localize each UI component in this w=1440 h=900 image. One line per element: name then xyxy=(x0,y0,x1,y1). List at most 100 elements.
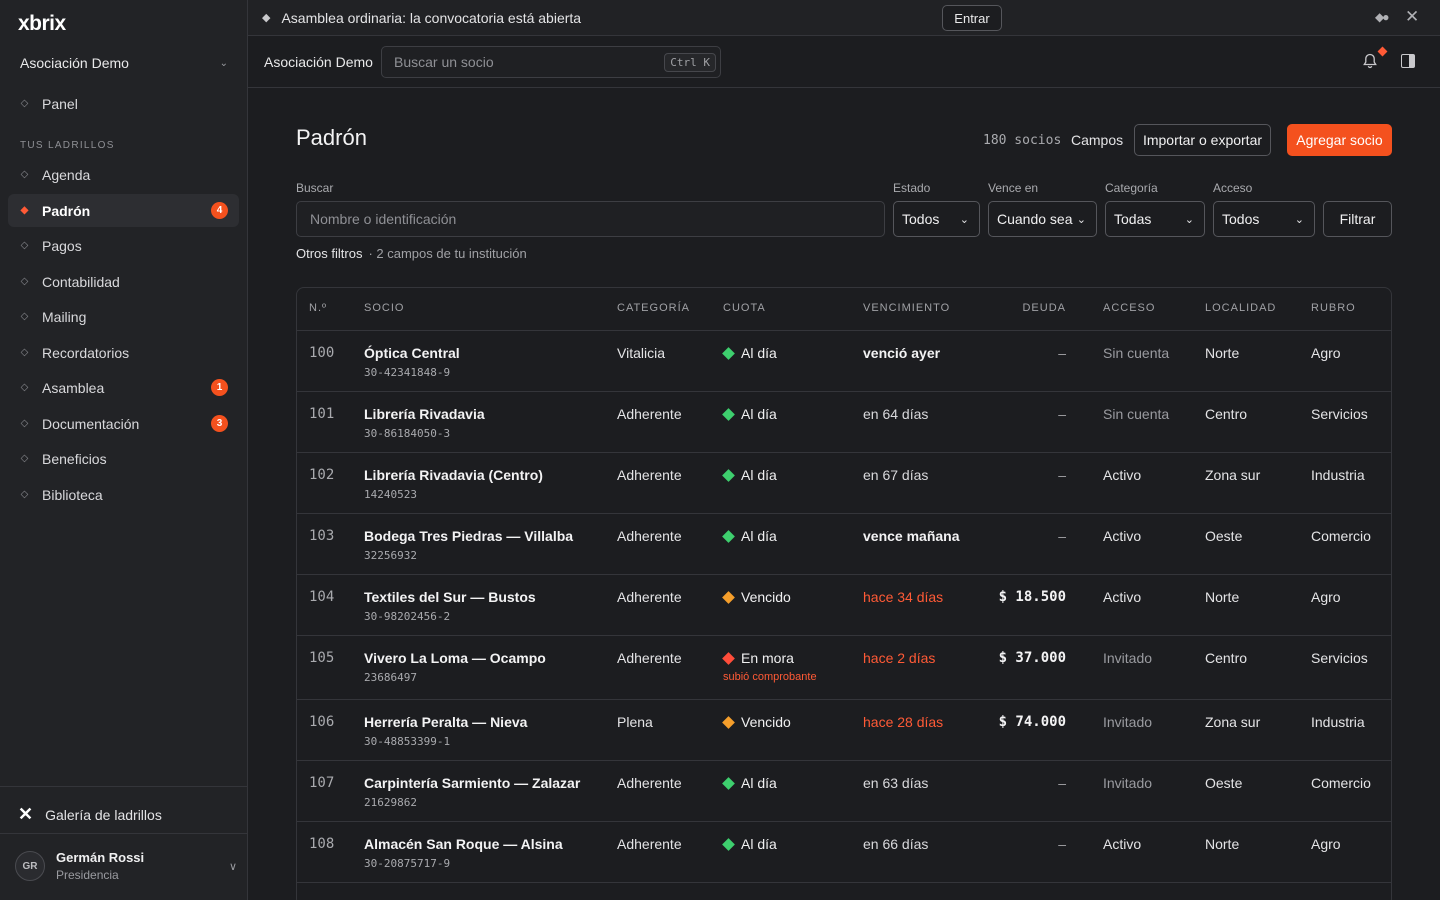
access-status: Activo xyxy=(1103,467,1142,483)
debt-amount: – xyxy=(1058,775,1066,791)
acceso-select[interactable]: Todos ⌄ xyxy=(1213,201,1315,237)
column-header[interactable]: CATEGORÍA xyxy=(617,302,690,314)
sidebar-item-10[interactable]: ◇ Biblioteca xyxy=(8,478,239,511)
member-cell[interactable]: Librería Rivadavia 30-86184050-3 xyxy=(364,406,485,440)
estado-select[interactable]: Todos ⌄ xyxy=(893,201,980,237)
access-status: Activo xyxy=(1103,836,1142,852)
member-search[interactable]: Ctrl K xyxy=(381,46,721,78)
diamond-icon: ◇ xyxy=(20,453,29,464)
member-cell[interactable]: Textiles del Sur — Bustos 30-98202456-2 xyxy=(364,589,536,623)
due-date: hace 2 días xyxy=(863,650,936,666)
member-number: 102 xyxy=(309,467,335,483)
fee-status-label: Al día xyxy=(741,345,777,361)
acceso-label: Acceso xyxy=(1213,181,1253,195)
member-cell[interactable]: Herrería Peralta — Nieva 30-48853399-1 xyxy=(364,714,527,748)
access-status: Sin cuenta xyxy=(1103,406,1170,422)
filter-search[interactable] xyxy=(296,201,885,237)
more-icon[interactable]: ◆● xyxy=(1375,10,1390,24)
column-header[interactable]: RUBRO xyxy=(1311,302,1356,314)
column-header[interactable]: LOCALIDAD xyxy=(1205,302,1277,314)
table-row[interactable]: 108 Almacén San Roque — Alsina 30-20875717… xyxy=(297,822,1391,883)
table-row[interactable]: 101 Librería Rivadavia 30-86184050-3 Adhere… xyxy=(297,392,1391,453)
table-row[interactable]: 102 Librería Rivadavia (Centro) 14240523 Ad… xyxy=(297,453,1391,514)
debt-amount: $ 74.000 xyxy=(998,714,1066,730)
member-cell[interactable]: Carpintería Sarmiento — Zalazar 21629862 xyxy=(364,775,580,809)
due-date: venció ayer xyxy=(863,345,941,361)
gallery-link[interactable]: ✕ Galería de ladrillos xyxy=(18,804,162,825)
sidebar-item-4[interactable]: ◇ Contabilidad xyxy=(8,265,239,298)
sidebar-item-label: Asamblea xyxy=(42,379,105,396)
sidebar-item-label: Agenda xyxy=(42,166,91,183)
sidebar-item-7[interactable]: ◇ Asamblea 1 xyxy=(8,371,239,404)
bell-icon[interactable] xyxy=(1363,53,1377,69)
member-number: 100 xyxy=(309,345,335,361)
table-row[interactable]: 105 Vivero La Loma — Ocampo 23686497 Adhere… xyxy=(297,636,1391,700)
vence-value: Cuando sea xyxy=(997,211,1073,227)
column-header[interactable]: N.º xyxy=(309,302,328,314)
table-row[interactable]: 103 Bodega Tres Piedras — Villalba 3225693… xyxy=(297,514,1391,575)
table-row[interactable]: 104 Textiles del Sur — Bustos 30-98202456-… xyxy=(297,575,1391,636)
enter-button[interactable]: Entrar xyxy=(942,5,1002,31)
import-export-button[interactable]: Importar o exportar xyxy=(1134,124,1271,156)
sidebar-item-label: Contabilidad xyxy=(42,273,120,290)
table-row[interactable]: 106 Herrería Peralta — Nieva 30-48853399-1… xyxy=(297,700,1391,761)
locality: Centro xyxy=(1205,406,1248,422)
column-header[interactable]: DEUDA xyxy=(1022,302,1066,314)
search-input[interactable] xyxy=(394,54,665,70)
access-status: Sin cuenta xyxy=(1103,345,1170,361)
member-category: Adherente xyxy=(617,528,682,544)
other-filters[interactable]: Otros filtros · 2 campos de tu institució… xyxy=(296,246,527,261)
column-header[interactable]: CUOTA xyxy=(723,302,766,314)
member-category: Vitalicia xyxy=(617,345,665,361)
table-row[interactable]: 107 Carpintería Sarmiento — Zalazar 216298… xyxy=(297,761,1391,822)
announcement-banner: ◆ Asamblea ordinaria: la convocatoria es… xyxy=(248,0,1440,36)
close-icon[interactable]: ✕ xyxy=(1405,7,1420,26)
app-logo[interactable]: xbrix xyxy=(18,12,66,35)
sidebar-item-8[interactable]: ◇ Documentación 3 xyxy=(8,407,239,440)
org-selector[interactable]: Asociación Demo ⌄ xyxy=(8,48,240,78)
count-badge: 3 xyxy=(211,415,228,432)
categoria-select[interactable]: Todas ⌄ xyxy=(1105,201,1205,237)
sidebar-item-5[interactable]: ◇ Mailing xyxy=(8,300,239,333)
chevron-down-icon: ⌄ xyxy=(1184,213,1194,226)
column-header[interactable]: SOCIO xyxy=(364,302,405,314)
member-cell[interactable]: Almacén San Roque — Alsina 30-20875717-9 xyxy=(364,836,563,870)
diamond-icon: ◇ xyxy=(20,276,29,287)
member-cell[interactable]: Vivero La Loma — Ocampo 23686497 xyxy=(364,650,546,684)
column-header[interactable]: ACCESO xyxy=(1103,302,1156,314)
sidebar-item-2[interactable]: ◆ Padrón 4 xyxy=(8,194,239,227)
locality: Norte xyxy=(1205,589,1240,605)
sector: Servicios xyxy=(1311,406,1368,422)
member-cell[interactable]: Bodega Tres Piedras — Villalba 32256932 xyxy=(364,528,573,562)
status-diamond-icon xyxy=(722,838,735,851)
gallery-label: Galería de ladrillos xyxy=(45,806,162,823)
fee-status: Al día xyxy=(722,836,777,852)
member-count: 180 socios xyxy=(983,133,1062,148)
fee-status: Al día xyxy=(722,775,777,791)
notification-dot xyxy=(1377,46,1388,57)
member-category: Adherente xyxy=(617,650,682,666)
add-member-button[interactable]: Agregar socio xyxy=(1287,124,1392,156)
vence-select[interactable]: Cuando sea ⌄ xyxy=(988,201,1097,237)
estado-label: Estado xyxy=(893,181,931,195)
panel-toggle-icon[interactable] xyxy=(1401,54,1415,68)
member-cell[interactable]: Óptica Central 30-42341848-9 xyxy=(364,345,460,379)
member-name: Herrería Peralta — Nieva xyxy=(364,714,528,730)
user-menu[interactable]: GR Germán Rossi Presidencia ∨ xyxy=(15,850,237,882)
diamond-icon: ◇ xyxy=(20,98,29,109)
chevron-down-icon: ⌄ xyxy=(1294,213,1304,226)
fee-status: Al día xyxy=(722,406,777,422)
name-search-input[interactable] xyxy=(310,211,871,227)
sidebar-item-panel[interactable]: ◇ Panel xyxy=(8,87,239,120)
sidebar-item-3[interactable]: ◇ Pagos xyxy=(8,229,239,262)
sidebar-item-9[interactable]: ◇ Beneficios xyxy=(8,442,239,475)
filter-button[interactable]: Filtrar xyxy=(1323,201,1392,237)
fields-link[interactable]: Campos xyxy=(1071,132,1124,148)
table-row[interactable]: 100 Óptica Central 30-42341848-9 Vitalicia A… xyxy=(297,331,1391,392)
sidebar-item-6[interactable]: ◇ Recordatorios xyxy=(8,336,239,369)
member-id: 30-86184050-3 xyxy=(364,427,451,440)
column-header[interactable]: VENCIMIENTO xyxy=(863,302,951,314)
sidebar-item-1[interactable]: ◇ Agenda xyxy=(8,158,239,191)
member-cell[interactable]: Librería Rivadavia (Centro) 14240523 xyxy=(364,467,543,501)
member-name: Almacén San Roque — Alsina xyxy=(364,836,563,852)
